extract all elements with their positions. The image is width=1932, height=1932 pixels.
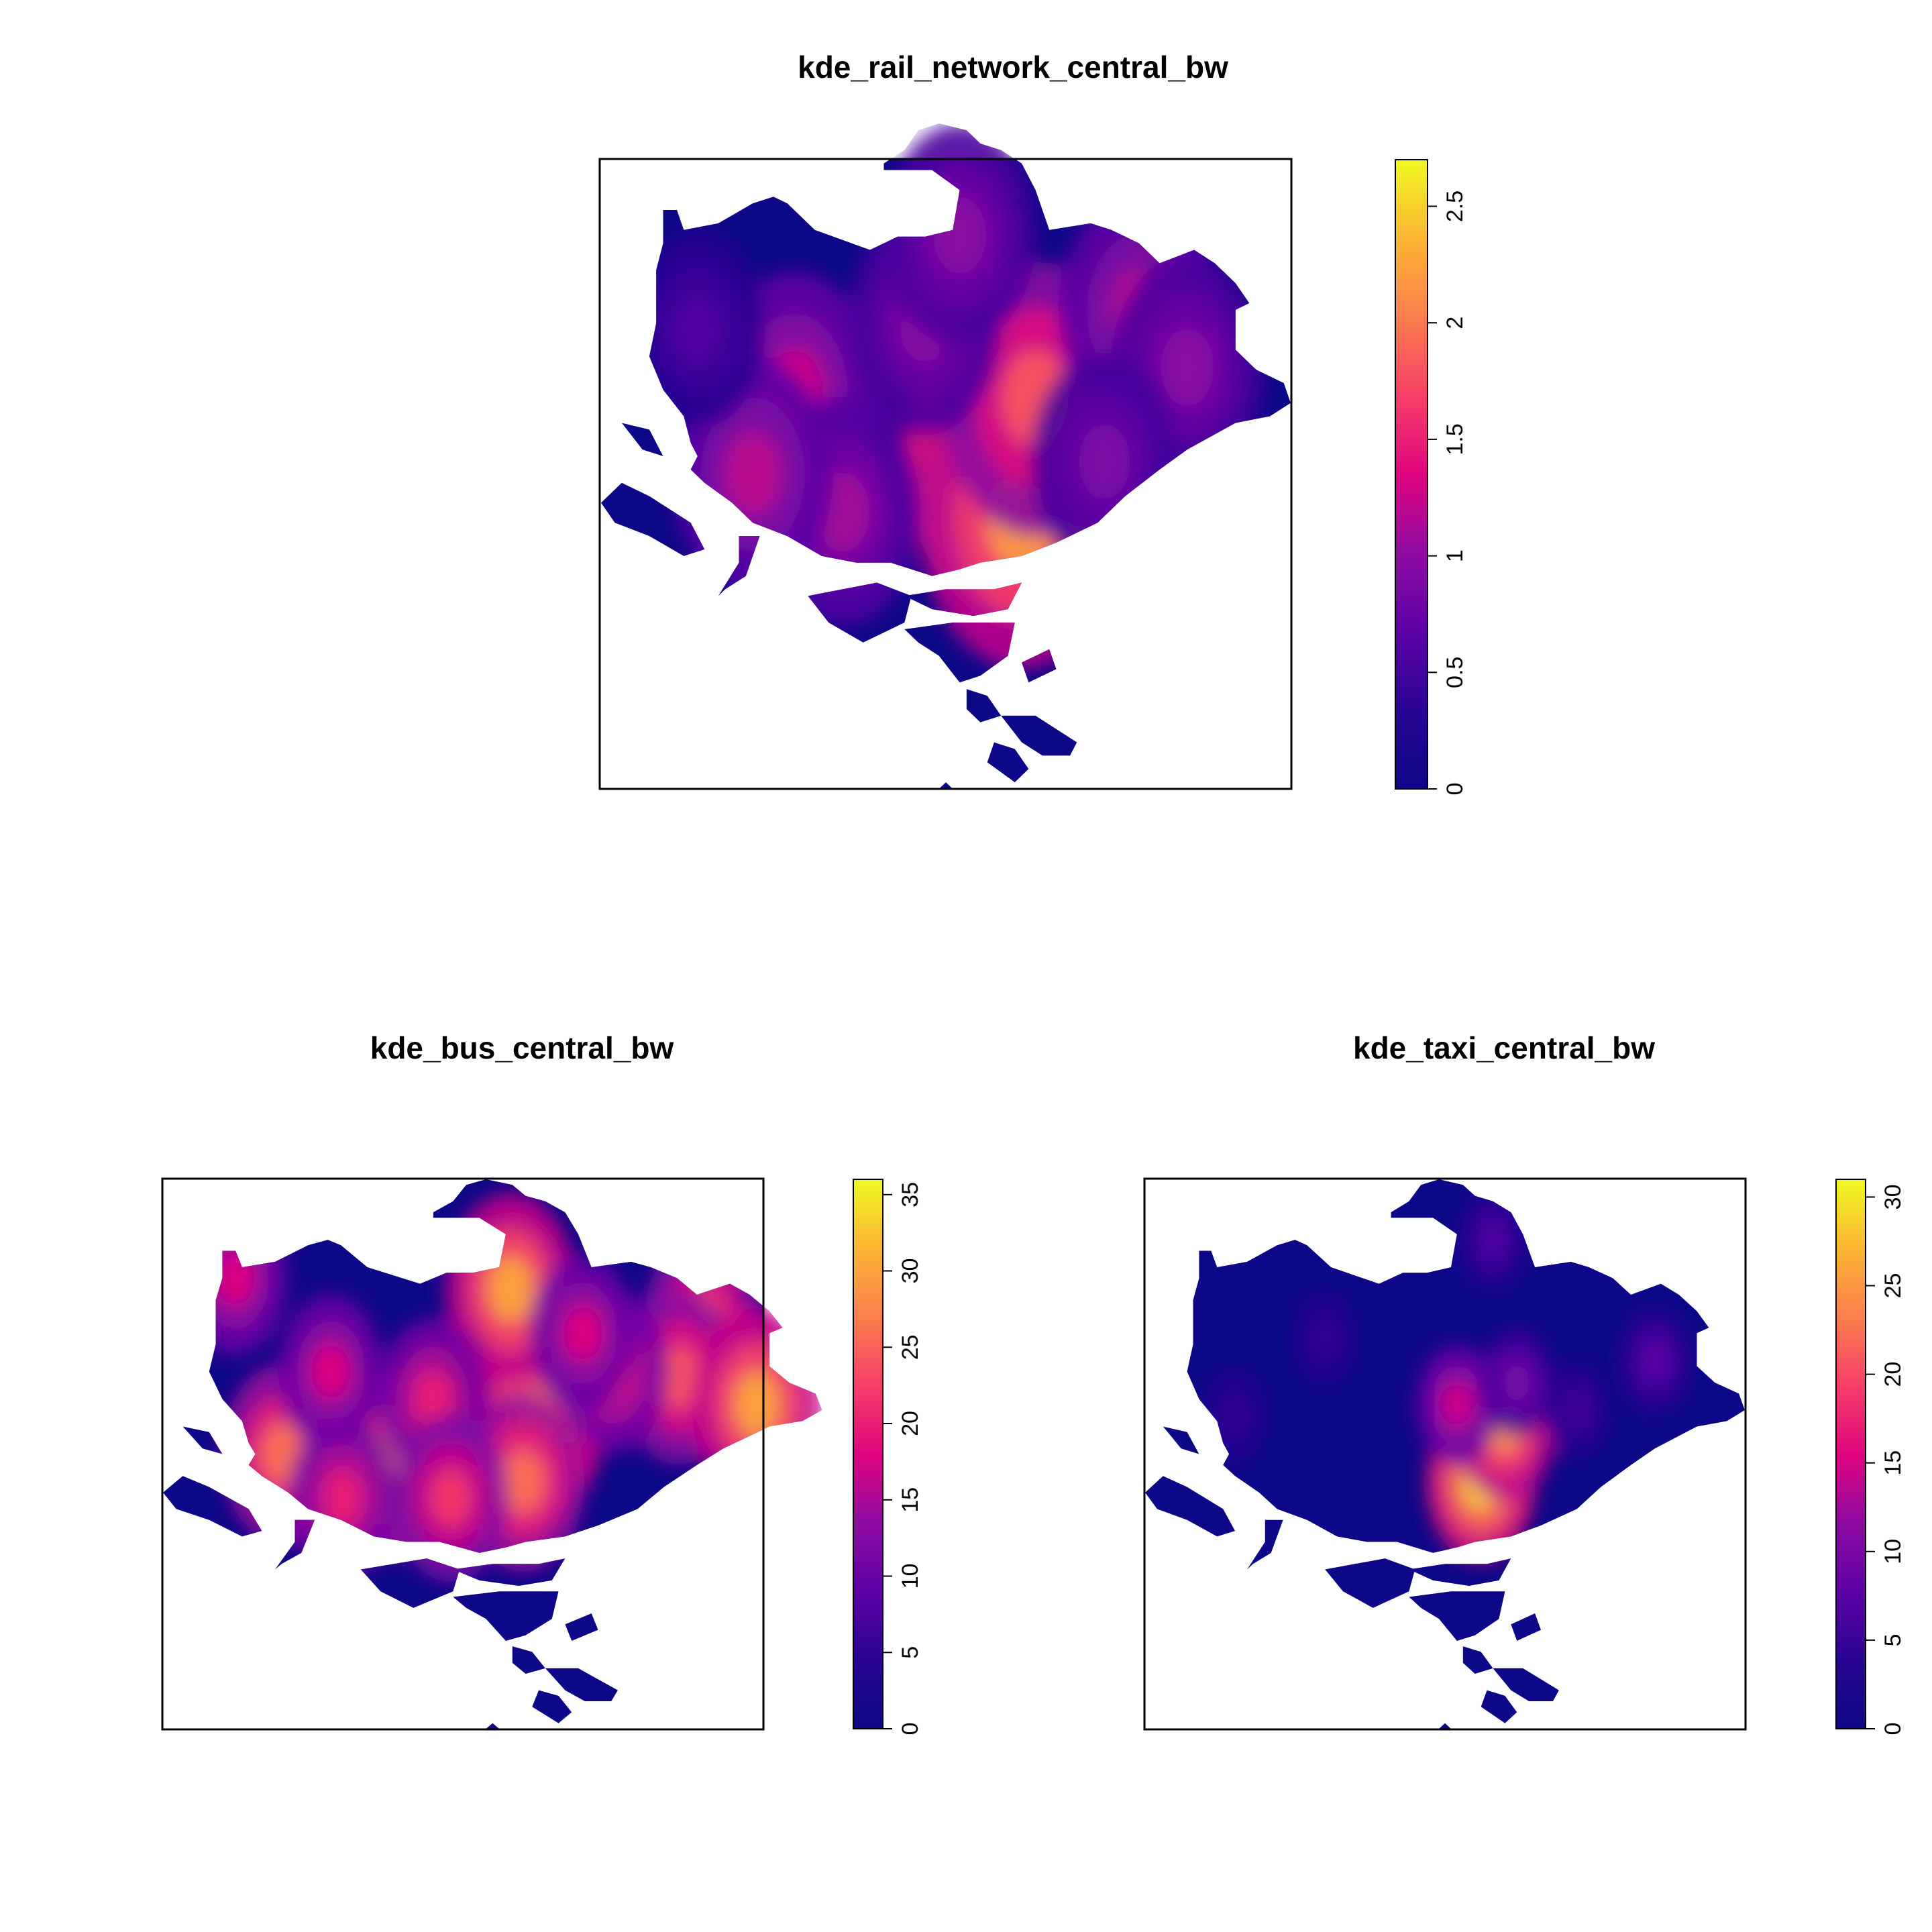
density-blob-bus-13-2	[564, 1305, 602, 1360]
colorbar-tick-label-bus-0: 0	[898, 1723, 923, 1735]
colorbar-tick-label-taxi-2: 10	[1880, 1539, 1906, 1564]
colorbar-ticks-bus: 0 5 10 15 20 25 30 35	[883, 1182, 923, 1735]
density-blob-taxi-2-2	[1442, 1383, 1472, 1426]
density-blob-rail-8-2	[1161, 328, 1214, 407]
colorbar-tick-label-taxi-6: 30	[1880, 1184, 1906, 1210]
colorbar-tick-label-bus-3: 15	[898, 1487, 923, 1513]
density-blob-bus-7-2	[413, 1371, 452, 1428]
colorbar-rail: 0 0.5 1 1.5 2 2.5	[1395, 159, 1468, 796]
colorbar-gradient-rail	[1395, 159, 1428, 790]
colorbar-tick-label-rail-2: 1	[1442, 549, 1468, 562]
colorbar-tick-label-bus-6: 30	[898, 1258, 923, 1284]
density-blob-bus-1-2	[501, 1450, 545, 1513]
colorbar-gradient-taxi	[1835, 1179, 1866, 1729]
colorbar-tick-label-rail-4: 2	[1442, 317, 1468, 329]
density-blob-taxi-7-2	[1224, 1399, 1246, 1432]
chart-title-taxi: kde_taxi_central_bw	[1353, 1030, 1655, 1065]
colorbar-tick-label-bus-5: 25	[898, 1334, 923, 1360]
density-blob-bus-9-2	[216, 1251, 254, 1305]
colorbar-ticks-rail: 0 0.5 1 1.5 2 2.5	[1428, 191, 1468, 796]
density-blob-taxi-6-2	[1565, 1393, 1589, 1427]
colorbar-ticks-taxi: 0 5 10 15 20 25 30	[1866, 1184, 1906, 1735]
density-blob-taxi-3-2	[1504, 1364, 1530, 1401]
colorbar-tick-label-bus-7: 35	[898, 1182, 923, 1208]
colorbar-tick-label-rail-1: 0.5	[1442, 657, 1468, 688]
density-blob-rail-10-2	[1079, 423, 1130, 500]
chart-panel-bus: kde_bus_central_bw 0 5 10 15 20 25 30 35	[161, 1030, 923, 1735]
colorbar-tick-label-rail-5: 2.5	[1442, 191, 1468, 222]
chart-title-bus: kde_bus_central_bw	[370, 1030, 674, 1065]
density-blob-taxi-4-2	[1642, 1342, 1667, 1379]
map-raster-rail	[601, 123, 1291, 789]
chart-panel-rail: kde_rail_network_central_bw 0 0.5 1 1.5 2 2.5	[598, 50, 1468, 796]
density-blob-taxi-5-2	[1313, 1322, 1336, 1355]
density-blob-rail-5-2	[724, 433, 781, 516]
density-blob-bus-12-2	[734, 1371, 780, 1438]
map-raster-bus	[163, 1179, 822, 1729]
density-blob-bus-11-2	[431, 1468, 471, 1527]
colorbar-tick-label-rail-0: 0	[1442, 783, 1468, 796]
density-blob-taxi-8-2	[1481, 1222, 1505, 1257]
colorbar-tick-label-taxi-4: 20	[1880, 1362, 1906, 1387]
plot-frame-rail	[598, 158, 1293, 790]
density-blob-bus-8-2	[312, 1344, 350, 1399]
colorbar-tick-label-taxi-5: 25	[1880, 1273, 1906, 1299]
colorbar-tick-label-bus-1: 5	[898, 1646, 923, 1659]
density-blob-bus-6-2	[658, 1346, 700, 1407]
colorbar-gradient-bus	[853, 1179, 883, 1729]
map-raster-taxi	[1145, 1179, 1745, 1729]
density-layer-taxi	[1203, 1190, 1690, 1562]
colorbar-tick-label-taxi-1: 5	[1880, 1633, 1906, 1646]
colorbar-tick-label-bus-4: 20	[898, 1411, 923, 1436]
colorbar-tick-label-taxi-3: 15	[1880, 1450, 1906, 1476]
density-blob-rail-11-2	[674, 295, 721, 364]
density-layer-bus	[182, 1193, 822, 1582]
density-blob-rail-9-2	[933, 196, 986, 274]
colorbar-tick-label-taxi-0: 0	[1880, 1723, 1906, 1735]
colorbar-tick-label-rail-3: 1.5	[1442, 423, 1468, 455]
plot-frame-taxi	[1143, 1177, 1747, 1731]
chart-panel-taxi: kde_taxi_central_bw 0 5 10 15 20 25 30	[1143, 1030, 1906, 1735]
colorbar-bus: 0 5 10 15 20 25 30 35	[853, 1179, 923, 1735]
chart-title-rail: kde_rail_network_central_bw	[798, 50, 1228, 85]
plot-frame-bus	[161, 1177, 765, 1731]
density-blob-bus-4-2	[488, 1255, 534, 1323]
colorbar-tick-label-bus-2: 10	[898, 1564, 923, 1589]
density-blob-bus-14-2	[323, 1470, 362, 1526]
colorbar-taxi: 0 5 10 15 20 25 30	[1835, 1179, 1906, 1735]
